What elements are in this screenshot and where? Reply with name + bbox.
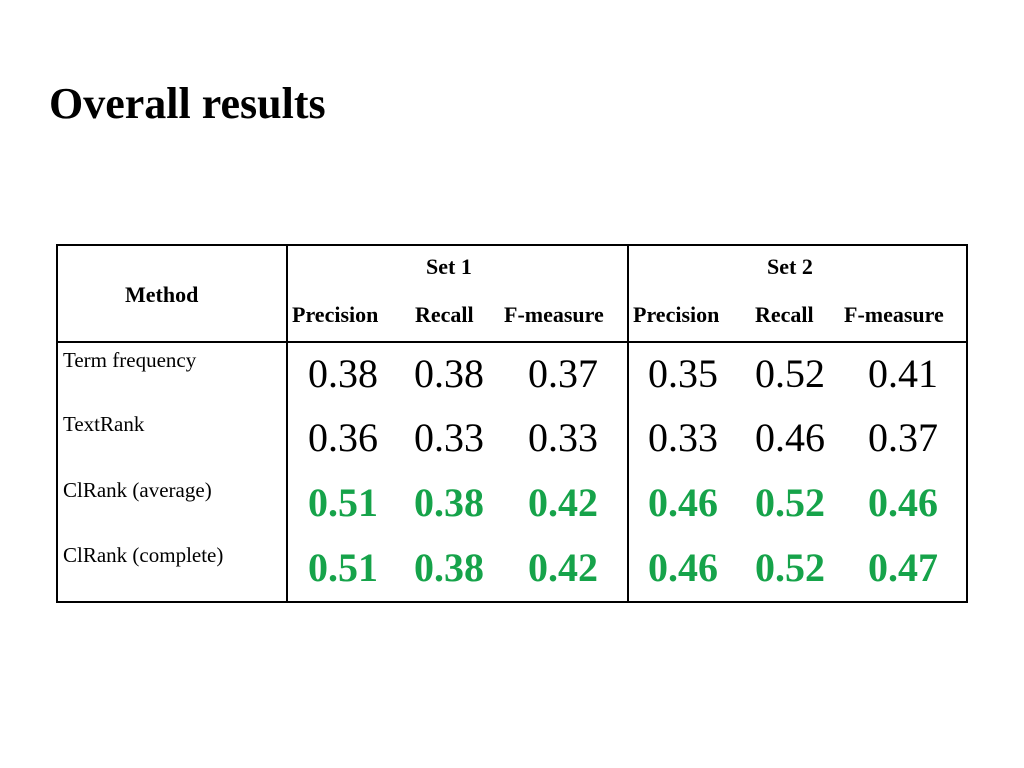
value-cell: 0.33 <box>648 415 718 460</box>
value-cell: 0.46 <box>648 480 718 525</box>
value-cell: 0.38 <box>308 351 378 396</box>
set2-fmeasure-header: F-measure <box>844 302 944 327</box>
page-title: Overall results <box>49 79 326 128</box>
method-cell: Term frequency <box>63 348 197 372</box>
value-cell: 0.47 <box>868 545 938 590</box>
method-cell: ClRank (average) <box>63 478 212 502</box>
value-cell: 0.42 <box>528 480 598 525</box>
value-cell: 0.38 <box>414 351 484 396</box>
header-divider <box>58 341 966 343</box>
method-header: Method <box>125 282 199 307</box>
value-cell: 0.33 <box>528 415 598 460</box>
method-cell: TextRank <box>63 412 145 436</box>
value-cell: 0.51 <box>308 545 378 590</box>
value-cell: 0.46 <box>755 415 825 460</box>
value-cell: 0.37 <box>528 351 598 396</box>
set1-recall-header: Recall <box>415 302 474 327</box>
set1-precision-header: Precision <box>292 302 379 327</box>
set2-precision-header: Precision <box>633 302 720 327</box>
value-cell: 0.51 <box>308 480 378 525</box>
set1-header: Set 1 <box>426 254 472 279</box>
value-cell: 0.36 <box>308 415 378 460</box>
value-cell: 0.42 <box>528 545 598 590</box>
value-cell: 0.52 <box>755 545 825 590</box>
value-cell: 0.52 <box>755 480 825 525</box>
value-cell: 0.46 <box>868 480 938 525</box>
value-cell: 0.38 <box>414 480 484 525</box>
value-cell: 0.46 <box>648 545 718 590</box>
value-cell: 0.52 <box>755 351 825 396</box>
set2-recall-header: Recall <box>755 302 814 327</box>
set1-fmeasure-header: F-measure <box>504 302 604 327</box>
value-cell: 0.35 <box>648 351 718 396</box>
method-column-divider <box>286 246 288 601</box>
set-column-divider <box>627 246 629 601</box>
set2-header: Set 2 <box>767 254 813 279</box>
method-cell: ClRank (complete) <box>63 543 224 567</box>
value-cell: 0.38 <box>414 545 484 590</box>
value-cell: 0.33 <box>414 415 484 460</box>
results-table: Method Set 1 Set 2 Precision Recall F-me… <box>56 244 968 603</box>
value-cell: 0.41 <box>868 351 938 396</box>
value-cell: 0.37 <box>868 415 938 460</box>
